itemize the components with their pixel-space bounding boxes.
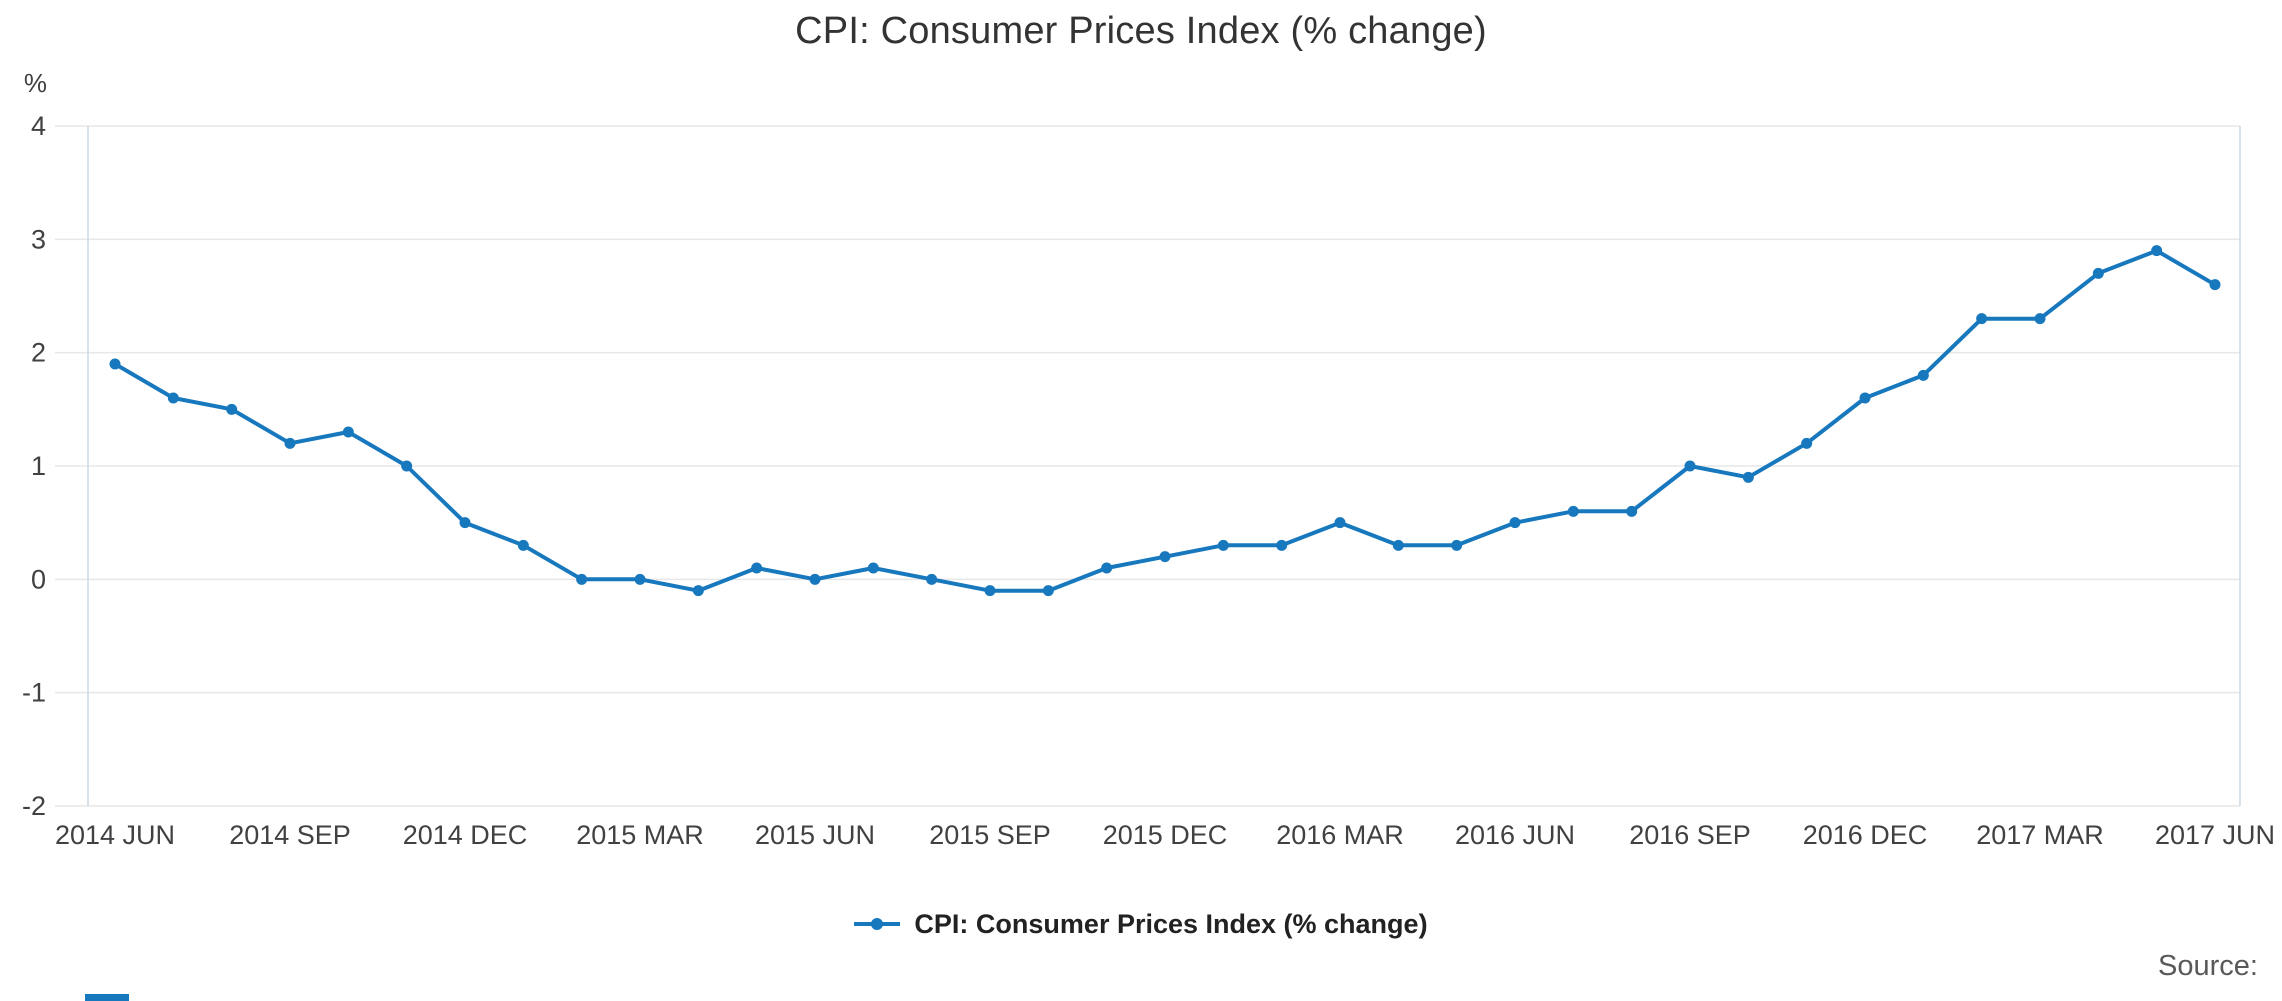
x-tick-label: 2016 MAR	[1276, 820, 1404, 850]
data-point-marker[interactable]	[1567, 505, 1579, 517]
data-point-marker[interactable]	[2151, 245, 2163, 257]
data-point-marker[interactable]	[2092, 267, 2104, 279]
data-point-marker[interactable]	[401, 460, 413, 472]
data-point-marker[interactable]	[1334, 517, 1346, 529]
data-point-marker[interactable]	[692, 585, 704, 597]
data-point-marker[interactable]	[809, 573, 821, 585]
legend-line-marker-icon	[854, 917, 901, 931]
y-tick-label: -2	[22, 791, 46, 821]
data-point-marker[interactable]	[1626, 505, 1638, 517]
x-tick-label: 2015 JUN	[755, 820, 875, 850]
y-tick-label: 4	[31, 111, 46, 141]
data-point-marker[interactable]	[517, 539, 529, 551]
data-point-marker[interactable]	[459, 517, 471, 529]
y-tick-label: -1	[22, 678, 46, 708]
data-point-marker[interactable]	[1217, 539, 1229, 551]
x-tick-label: 2015 DEC	[1103, 820, 1228, 850]
data-point-marker[interactable]	[1801, 437, 1813, 449]
x-tick-label: 2017 JUN	[2155, 820, 2275, 850]
data-point-marker[interactable]	[1742, 471, 1754, 483]
data-point-marker[interactable]	[867, 562, 879, 574]
data-point-marker[interactable]	[1276, 539, 1288, 551]
x-tick-label: 2014 SEP	[229, 820, 351, 850]
y-tick-label: 3	[31, 224, 46, 254]
source-label: Source:	[2158, 950, 2258, 982]
y-tick-label: 1	[31, 451, 46, 481]
data-point-marker[interactable]	[1684, 460, 1696, 472]
data-point-marker[interactable]	[2034, 313, 2046, 325]
data-point-marker[interactable]	[226, 403, 238, 415]
x-tick-label: 2014 JUN	[55, 820, 175, 850]
x-tick-label: 2016 JUN	[1455, 820, 1575, 850]
y-tick-label: 2	[31, 338, 46, 368]
data-point-marker[interactable]	[1392, 539, 1404, 551]
x-tick-label: 2014 DEC	[403, 820, 528, 850]
data-point-marker[interactable]	[634, 573, 646, 585]
x-tick-label: 2016 SEP	[1629, 820, 1751, 850]
partially-visible-bottom-element	[85, 994, 129, 1001]
x-tick-label: 2015 SEP	[929, 820, 1051, 850]
chart-canvas: 4 3 2 1 0 -1 -2 2014 JUN 2014 SEP 2014 DEC 2015 MA…	[22, 111, 2275, 850]
data-point-marker[interactable]	[1859, 392, 1871, 404]
x-tick-label: 2015 MAR	[576, 820, 704, 850]
data-point-marker[interactable]	[2209, 279, 2221, 291]
data-point-marker[interactable]	[1159, 551, 1171, 563]
data-point-marker[interactable]	[342, 426, 354, 438]
data-point-marker[interactable]	[926, 573, 938, 585]
data-point-marker[interactable]	[1101, 562, 1113, 574]
chart-legend[interactable]: CPI: Consumer Prices Index (% change)	[0, 898, 2282, 950]
data-point-marker[interactable]	[984, 585, 996, 597]
data-point-marker[interactable]	[284, 437, 296, 449]
x-tick-label: 2017 MAR	[1976, 820, 2104, 850]
cpi-line-chart: 4 3 2 1 0 -1 -2 2014 JUN 2014 SEP 2014 DEC 2015 MA…	[0, 96, 2282, 868]
data-point-marker[interactable]	[1917, 369, 1929, 381]
data-point-marker[interactable]	[751, 562, 763, 574]
data-point-marker[interactable]	[109, 358, 121, 370]
legend-series-label: CPI: Consumer Prices Index (% change)	[914, 908, 1428, 939]
data-point-marker[interactable]	[576, 573, 588, 585]
cpi-line-series[interactable]	[113, 248, 2217, 593]
y-axis-unit-label: %	[23, 68, 47, 98]
data-point-marker[interactable]	[1976, 313, 1988, 325]
data-point-marker[interactable]	[1042, 585, 1054, 597]
data-point-marker[interactable]	[1451, 539, 1463, 551]
chart-title: CPI: Consumer Prices Index (% change)	[795, 10, 1487, 52]
x-tick-label: 2016 DEC	[1803, 820, 1928, 850]
data-point-marker[interactable]	[167, 392, 179, 404]
y-tick-label: 0	[31, 564, 46, 594]
data-point-marker[interactable]	[1509, 517, 1521, 529]
